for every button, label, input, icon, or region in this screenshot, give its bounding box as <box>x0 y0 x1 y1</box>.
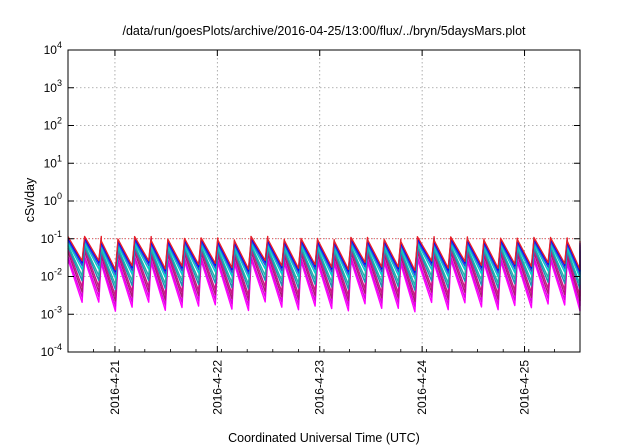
y-tick-label: 10-4 <box>41 342 62 359</box>
series-layer <box>67 235 581 313</box>
y-tick-label: 100 <box>44 191 62 208</box>
y-tick-label: 103 <box>44 78 62 95</box>
x-axis-label: Coordinated Universal Time (UTC) <box>228 431 420 445</box>
x-tick-labels: 2016-4-21 2016-4-22 2016-4-23 2016-4-24 2016… <box>108 360 532 415</box>
y-tick-label: 10-3 <box>41 304 62 321</box>
x-tick-label: 2016-4-25 <box>518 360 532 415</box>
grid <box>68 50 580 352</box>
x-tick-label: 2016-4-22 <box>210 360 224 415</box>
y-tick-label: 10-1 <box>41 229 62 246</box>
chart-title: /data/run/goesPlots/archive/2016-04-25/1… <box>122 24 526 38</box>
y-tick-label: 102 <box>44 116 62 133</box>
x-tick-label: 2016-4-24 <box>415 360 429 415</box>
y-tick-labels: 10-4 10-3 10-2 10-1 100 101 102 103 104 <box>41 40 62 359</box>
y-tick-label: 10-2 <box>41 267 62 284</box>
y-tick-label: 104 <box>44 40 62 57</box>
x-tick-label: 2016-4-23 <box>313 360 327 415</box>
y-axis-label: cSv/day <box>23 177 37 222</box>
y-tick-label: 101 <box>44 153 62 170</box>
x-tick-label: 2016-4-21 <box>108 360 122 415</box>
plot-frame <box>67 49 581 353</box>
axes <box>67 49 581 353</box>
series-line-9 <box>67 235 581 272</box>
